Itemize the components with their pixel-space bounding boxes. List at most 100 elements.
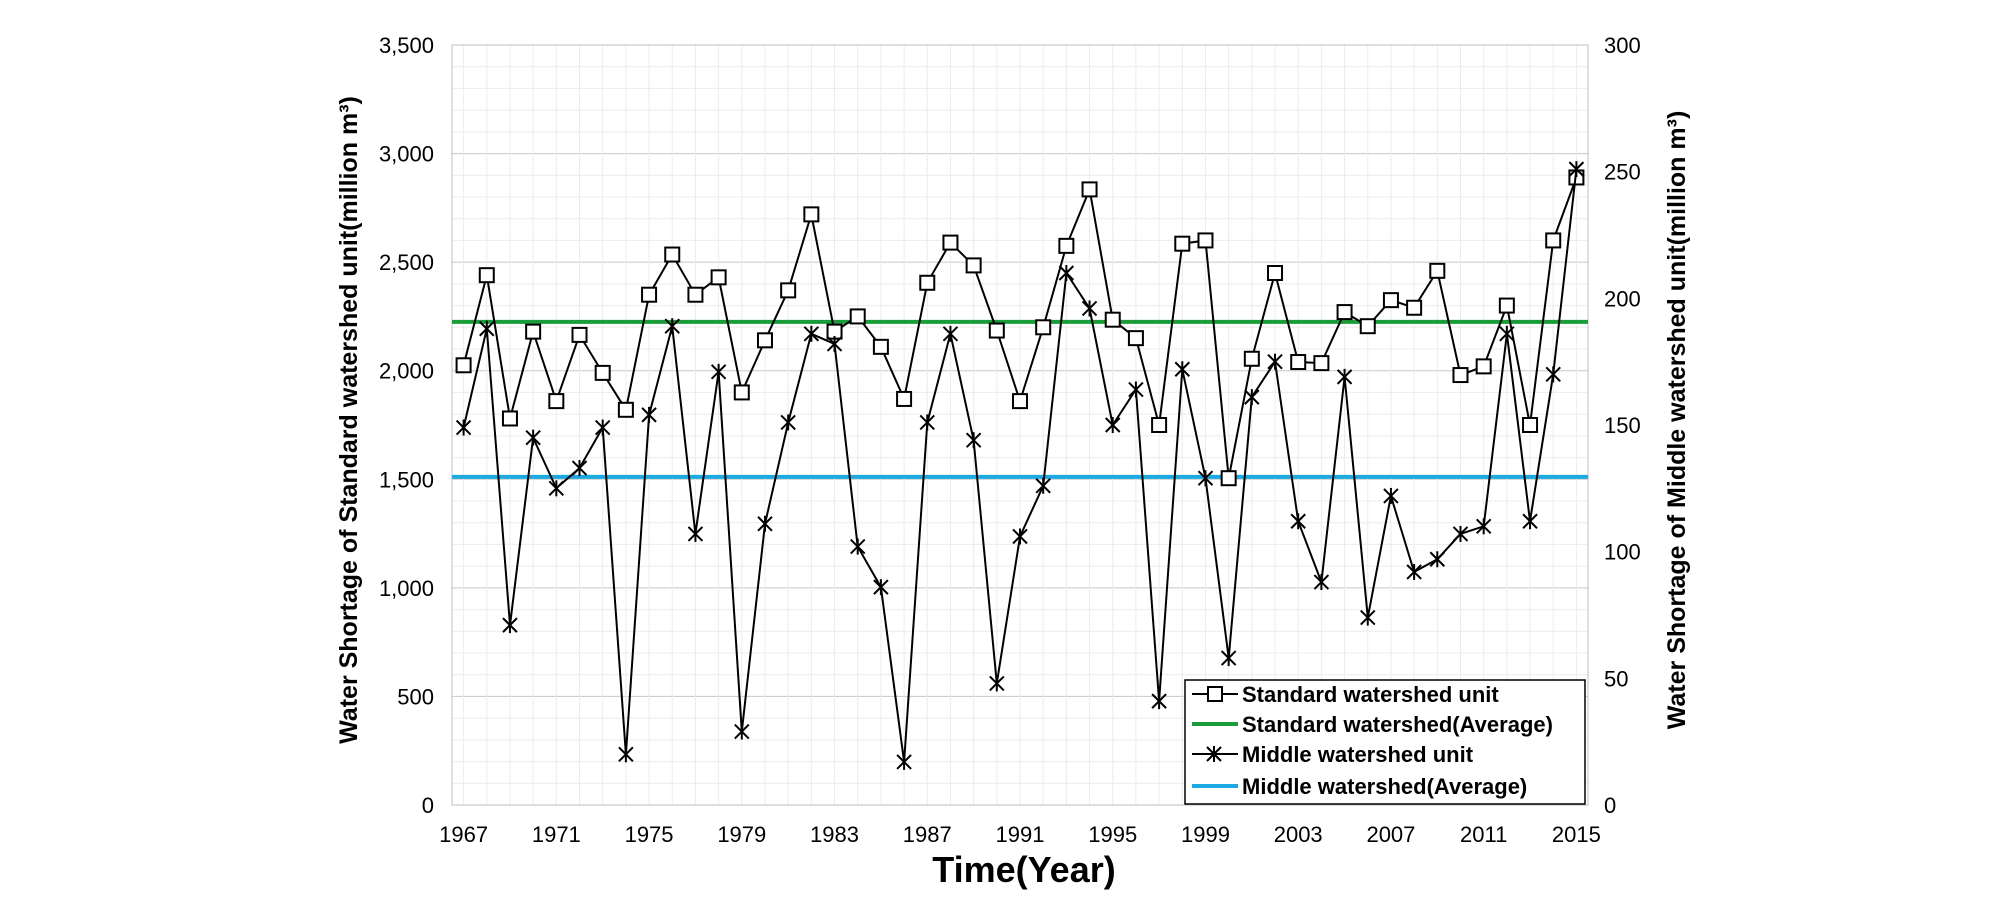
middle-unit-point (479, 320, 495, 337)
x-tick-label: 1987 (903, 822, 952, 847)
standard-unit-point (756, 332, 773, 349)
middle-unit-point (1336, 368, 1353, 385)
standard-unit-point (1406, 299, 1423, 316)
middle-unit-point (919, 414, 935, 431)
left-tick-label: 1,500 (379, 467, 434, 492)
middle-unit-point (1197, 470, 1214, 487)
x-tick-label: 1967 (439, 822, 488, 847)
middle-unit-point (1128, 381, 1144, 398)
x-tick-label: 1983 (810, 822, 859, 847)
middle-unit-series (455, 161, 1585, 770)
middle-unit-point (873, 579, 889, 596)
left-axis-ticks: 0 500 1,000 1,500 2,000 2,500 3,000 3,500 (379, 33, 434, 818)
x-tick-label: 2011 (1460, 822, 1507, 847)
left-tick-label: 2,500 (379, 250, 434, 275)
standard-unit-point (1174, 235, 1191, 252)
standard-unit-point (710, 269, 727, 286)
standard-unit-point (988, 322, 1005, 339)
middle-unit-point (710, 363, 727, 380)
standard-unit-point (501, 410, 518, 427)
middle-unit-point (803, 325, 820, 342)
standard-unit-point (1545, 232, 1562, 249)
middle-unit-point (734, 723, 750, 740)
right-tick-label: 200 (1604, 286, 1641, 311)
standard-unit-point (617, 401, 634, 418)
middle-unit-point (664, 318, 680, 335)
standard-unit-point (1452, 367, 1469, 384)
middle-unit-point (1151, 693, 1167, 710)
middle-unit-point (1360, 609, 1376, 626)
standard-unit-point (571, 326, 588, 343)
right-tick-label: 100 (1604, 540, 1641, 565)
middle-unit-point (942, 325, 959, 342)
standard-unit-point (1359, 318, 1376, 335)
standard-unit-point (1012, 393, 1028, 410)
standard-unit-point (896, 390, 913, 407)
x-axis-ticks: 1967 1971 1975 1979 1983 1987 1991 1995 1999 2003… (439, 822, 1601, 847)
middle-unit-point (1475, 518, 1492, 535)
middle-unit-point (826, 335, 843, 352)
standard-unit-point (641, 286, 658, 303)
left-tick-label: 3,000 (379, 142, 434, 167)
middle-unit-point (618, 746, 634, 763)
standard-unit-point (1035, 319, 1052, 336)
legend-label: Standard watershed unit (1242, 682, 1499, 707)
standard-unit-point (687, 286, 704, 303)
middle-unit-point (757, 515, 773, 532)
x-tick-label: 1999 (1181, 822, 1230, 847)
standard-unit-point (664, 246, 681, 263)
left-tick-label: 1,000 (379, 576, 434, 601)
standard-unit-point (965, 257, 982, 274)
legend-box (1184, 679, 1586, 805)
standard-unit-point (1104, 311, 1121, 328)
legend-label: Middle watershed unit (1242, 742, 1474, 767)
right-tick-label: 300 (1604, 33, 1641, 58)
middle-unit-point (641, 406, 657, 423)
middle-unit-point (548, 480, 565, 497)
standard-unit-point (1290, 354, 1307, 371)
middle-unit-point (594, 419, 611, 436)
middle-unit-point (525, 429, 541, 446)
middle-unit-point (780, 414, 796, 431)
left-axis-label: Water Shortage of Standard watershed uni… (335, 96, 363, 744)
middle-unit-point (1081, 300, 1098, 317)
x-tick-label: 1991 (996, 822, 1045, 847)
standard-unit-point (1522, 417, 1539, 433)
middle-unit-point (1383, 487, 1399, 504)
right-tick-label: 50 (1604, 666, 1628, 691)
legend-entry-standard-average: Standard watershed(Average) (1192, 712, 1553, 737)
standard-unit-point (803, 206, 820, 223)
middle-unit-point (1174, 361, 1190, 378)
legend-entry-standard-unit: Standard watershed unit (1192, 682, 1499, 707)
middle-unit-point (1406, 563, 1422, 580)
middle-unit-point (571, 460, 588, 477)
right-tick-label: 0 (1604, 793, 1616, 818)
asterisk-marker-icon (1206, 746, 1222, 762)
legend-label: Standard watershed(Average) (1242, 712, 1553, 737)
average-lines (452, 319, 1588, 479)
legend-entry-middle-average: Middle watershed(Average) (1192, 774, 1527, 799)
standard-unit-point (478, 267, 495, 284)
middle-unit-point (1290, 513, 1306, 530)
right-axis-ticks: 0 50 100 150 200 250 300 (1604, 33, 1641, 818)
middle-unit-point (1452, 525, 1469, 542)
standard-unit-point (1197, 232, 1214, 249)
middle-unit-point (850, 538, 866, 555)
middle-unit-point (965, 432, 982, 449)
x-axis-label: Time(Year) (932, 849, 1115, 890)
standard-unit-point (594, 364, 611, 381)
series-group (455, 161, 1585, 770)
standard-unit-point (1267, 265, 1284, 281)
right-tick-label: 150 (1604, 413, 1641, 438)
left-tick-label: 500 (397, 684, 434, 709)
middle-unit-point (1313, 574, 1330, 591)
middle-unit-point (1545, 366, 1561, 383)
standard-unit-point (942, 234, 959, 251)
standard-unit-point (1243, 350, 1260, 367)
middle-unit-point (1105, 417, 1121, 433)
x-tick-label: 1979 (717, 822, 766, 847)
right-axis-label: Water Shortage of Middle watershed unit(… (1663, 111, 1691, 730)
middle-unit-point (989, 675, 1005, 692)
square-marker-icon (1207, 686, 1223, 702)
